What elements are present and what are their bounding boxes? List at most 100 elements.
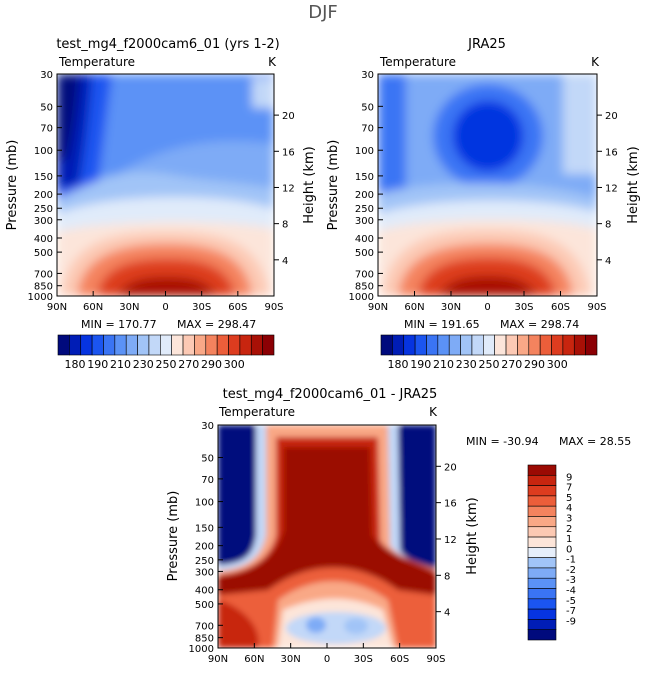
y-tick-label: 70 [361,124,374,135]
colorbar-swatch [527,495,557,507]
y2-tick-label: 16 [444,499,457,510]
x-tick-label: 90S [587,302,606,313]
y2-tick-label: 20 [282,111,295,122]
colorbar-swatch [527,516,557,528]
y-tick-label: 250 [195,556,214,567]
field-region [438,276,538,296]
colorbar-label: 1 [566,534,572,545]
y-tick-label: 100 [355,146,374,157]
colorbar-label: -9 [566,616,576,627]
x-tick-label: 60S [390,654,409,665]
colorbar-label: 230 [456,358,477,371]
y-tick-label: 200 [355,190,374,201]
colorbar-swatch [585,334,598,356]
panel-title: JRA25 [467,37,506,52]
colorbar-label: 250 [156,358,177,371]
x-tick-label: 30N [441,302,461,313]
y-tick-label: 250 [355,204,374,215]
panel-title: test_mg4_f2000cam6_01 - JRA25 [223,387,438,402]
colorbar-swatch [171,334,184,356]
x-tick-label: 30S [354,654,373,665]
y-tick-label: 200 [195,542,214,553]
y-tick-label: 300 [355,216,374,227]
colorbar-swatch [414,334,427,356]
y-axis-label: Pressure (mb) [166,491,181,582]
variable-label: Temperature [218,405,295,419]
field-region [57,74,274,184]
colorbar-swatch [137,334,150,356]
x-tick-label: 90S [264,302,283,313]
y2-tick-label: 20 [444,462,457,473]
colorbar-label: 300 [224,358,245,371]
x-tick-label: 90S [426,654,445,665]
colorbar-swatch [539,334,552,356]
colorbar-swatch [125,334,138,356]
colorbar-swatch [527,485,557,497]
x-tick-label: 30N [119,302,139,313]
y2-tick-label: 16 [605,147,618,158]
colorbar-label: 190 [87,358,108,371]
y2-axis-label: Height (km) [302,146,317,223]
colorbar-swatch [528,334,541,356]
y-tick-label: 70 [40,124,53,135]
y-tick-label: 100 [195,498,214,509]
panel-title: test_mg4_f2000cam6_01 (yrs 1-2) [56,37,279,52]
x-tick-label: 30S [514,302,533,313]
y-tick-label: 30 [40,70,53,81]
colorbar-swatch [228,334,241,356]
colorbar-label: 230 [133,358,154,371]
colorbar-swatch [527,536,557,548]
colorbar-absolute: 180 190 210 230 250 270 290 300 [57,334,275,371]
colorbar-swatch [494,334,507,356]
y-axis-label: Pressure (mb) [5,140,20,231]
colorbar-swatch [471,334,484,356]
field-region [344,618,368,634]
colorbar-label: -4 [566,586,576,597]
y-tick-label: 400 [195,586,214,597]
colorbar-label: 270 [501,358,522,371]
y-axis-label: Pressure (mb) [326,140,341,231]
max-label: MAX = 28.55 [559,435,631,448]
temperature-field [57,74,274,296]
y-tick-label: 400 [34,234,53,245]
colorbar-label: 300 [547,358,568,371]
colorbar-label: 9 [566,472,572,483]
y-tick-label: 400 [355,234,374,245]
colorbar-swatch [205,334,218,356]
colorbar-label: 180 [65,358,86,371]
colorbar-swatch [505,334,518,356]
min-label: MIN = 191.65 [404,318,480,331]
y2-axis-label: Height (km) [626,146,641,223]
field-region [453,101,523,171]
colorbar-swatch [460,334,473,356]
temperature-field [378,74,597,296]
colorbar-swatch [262,334,275,356]
y-tick-label: 30 [361,70,374,81]
y-tick-label: 300 [195,567,214,578]
x-tick-label: 60S [551,302,570,313]
temperature-difference-field [218,425,436,648]
units-label: K [268,55,277,69]
colorbar-swatch [250,334,263,356]
y-tick-label: 850 [355,282,374,293]
colorbar-label: 290 [524,358,545,371]
y2-tick-label: 20 [605,111,618,122]
y-tick-label: 70 [201,475,214,486]
y-tick-label: 850 [34,282,53,293]
x-tick-label: 60N [404,302,424,313]
colorbar-label: -1 [566,555,576,566]
max-label: MAX = 298.47 [177,318,256,331]
x-tick-label: 0 [484,302,490,313]
colorbar-swatch [527,567,557,579]
colorbar-label: 0 [566,544,572,555]
colorbar-swatch [527,464,557,476]
colorbar-swatch [91,334,104,356]
colorbar-swatch [527,619,557,631]
max-label: MAX = 298.74 [500,318,579,331]
x-tick-label: 60N [244,654,264,665]
y-tick-label: 300 [34,216,53,227]
x-tick-label: 90N [208,654,228,665]
